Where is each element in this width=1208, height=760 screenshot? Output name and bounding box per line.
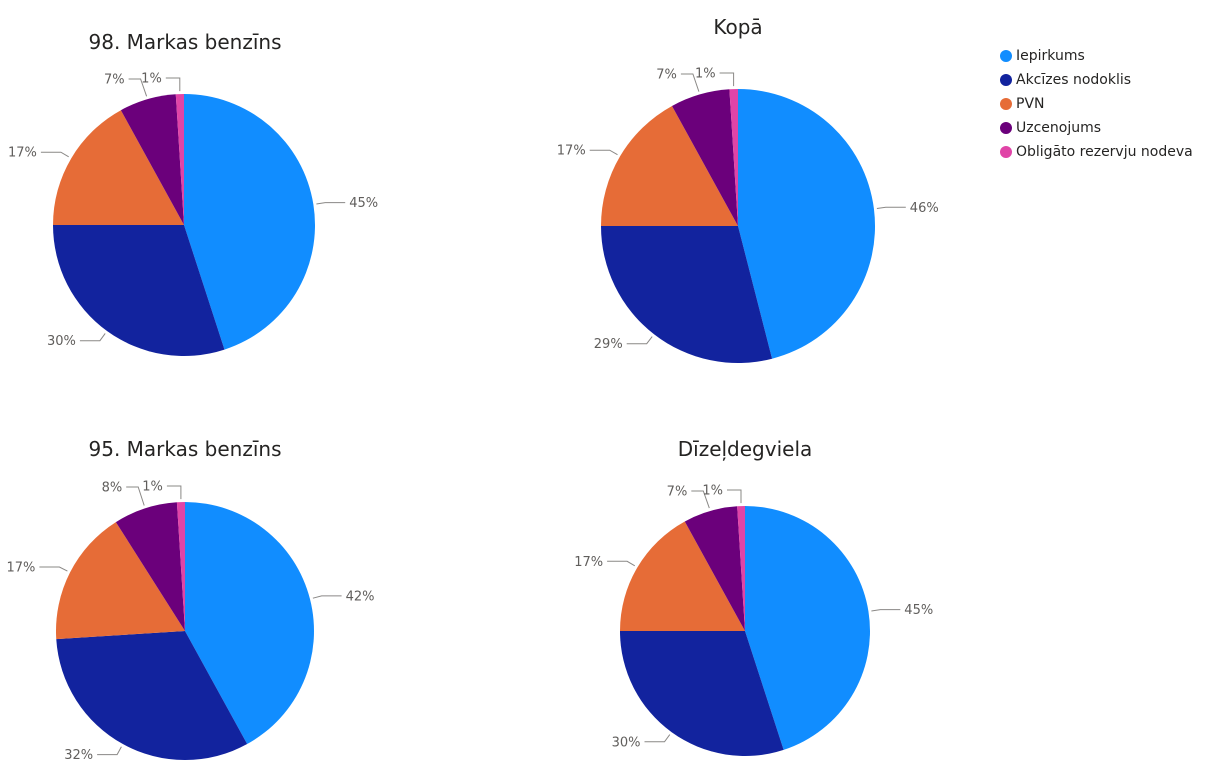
leader-line [719,72,735,87]
leader-line [166,485,182,500]
data-label-iepirkums: 42% [346,589,375,604]
leader-line [39,566,68,572]
leader-line [680,73,700,92]
legend-marker-obligato-rezervju-nodeva [1000,146,1012,158]
chart-title: 98. Markas benzīns [89,30,282,54]
data-label-iepirkums: 45% [349,196,378,211]
leader-line [626,336,653,345]
legend-label-akcizes-nodoklis: Akcīzes nodoklis [1016,72,1132,88]
legend-item-uzcenojums[interactable]: Uzcenojums [1000,116,1193,140]
pie-slice-pvn[interactable] [620,521,745,631]
leader-line [312,595,342,599]
legend-item-akcizes-nodoklis[interactable]: Akcīzes nodoklis [1000,68,1193,92]
pie-slice-iepirkums[interactable] [184,94,316,350]
pie-slice-pvn[interactable] [601,105,738,226]
leader-line [644,734,671,743]
legend-label-obligato-rezervju-nodeva: Obligāto rezervju nodeva [1016,144,1193,160]
leader-line [607,560,636,567]
data-label-obligato-rezervju-nodeva: 1% [702,484,723,499]
legend-label-pvn: PVN [1016,96,1045,112]
leader-line [128,78,148,97]
data-label-iepirkums: 46% [910,201,939,216]
pie-slice-obligato-rezervju-nodeva[interactable] [176,501,185,631]
data-label-akcizes-nodoklis: 30% [47,334,76,349]
leader-line [727,489,742,504]
legend-item-obligato-rezervju-nodeva[interactable]: Obligāto rezervju nodeva [1000,140,1193,164]
data-label-akcizes-nodoklis: 32% [64,748,93,760]
pie-chart-dizeldegviela: Dīzeļdegviela 45% 30% 17% 7% 1% [574,437,933,756]
pie-slice-uzcenojums[interactable] [672,89,738,227]
data-label-akcizes-nodoklis: 29% [594,337,623,352]
data-label-pvn: 17% [8,146,37,161]
leader-line [589,149,618,156]
pie-slice-iepirkums[interactable] [745,506,870,750]
chart-title: Kopā [713,15,762,39]
pie-slice-akcizes-nodoklis[interactable] [601,226,773,364]
legend-marker-pvn [1000,98,1012,110]
data-label-pvn: 17% [557,144,586,159]
pie-slice-uzcenojums[interactable] [684,506,745,631]
legend-marker-iepirkums [1000,50,1012,62]
legend: Iepirkums Akcīzes nodoklis PVN Uzcenojum… [1000,44,1193,164]
leader-line [97,746,122,756]
data-label-uzcenojums: 7% [656,68,677,83]
data-label-obligato-rezervju-nodeva: 1% [695,67,716,82]
legend-marker-uzcenojums [1000,122,1012,134]
leader-line [876,206,906,209]
leader-line [40,151,69,158]
legend-marker-akcizes-nodoklis [1000,74,1012,86]
pie-chart-95-markas-benzins: 95. Markas benzīns 42% 32% 17% 8% 1% [6,437,375,760]
data-label-iepirkums: 45% [904,603,933,618]
pie-slice-iepirkums[interactable] [185,502,314,745]
data-label-pvn: 17% [6,561,35,576]
data-label-obligato-rezervju-nodeva: 1% [142,480,163,495]
data-label-uzcenojums: 7% [667,485,688,500]
pie-slice-pvn[interactable] [53,110,184,225]
pie-chart-kopa: Kopā 46% 29% 17% 7% 1% [557,15,939,364]
pie-slice-akcizes-nodoklis[interactable] [56,631,248,760]
pie-slice-obligato-rezervju-nodeva[interactable] [729,89,738,226]
legend-label-iepirkums: Iepirkums [1016,48,1085,64]
pie-slice-uzcenojums[interactable] [115,502,185,631]
chart-title: Dīzeļdegviela [678,437,813,461]
data-label-uzcenojums: 8% [102,481,123,496]
pie-slice-obligato-rezervju-nodeva[interactable] [175,94,184,225]
pie-slice-akcizes-nodoklis[interactable] [53,225,225,357]
leader-line [691,490,710,509]
data-label-akcizes-nodoklis: 30% [612,735,641,750]
pie-slice-uzcenojums[interactable] [120,94,184,225]
legend-label-uzcenojums: Uzcenojums [1016,120,1102,136]
leader-line [871,609,901,612]
leader-line [126,486,145,506]
leader-line [79,333,106,342]
data-label-pvn: 17% [574,555,603,570]
pie-slice-iepirkums[interactable] [738,89,876,359]
pie-slice-akcizes-nodoklis[interactable] [620,631,784,756]
pie-slice-pvn[interactable] [55,522,185,640]
pie-slice-obligato-rezervju-nodeva[interactable] [737,506,745,631]
data-label-obligato-rezervju-nodeva: 1% [141,72,162,87]
leader-line [316,202,346,205]
pie-chart-98-markas-benzins: 98. Markas benzīns 45% 30% 17% 7% 1% [8,30,378,357]
data-label-uzcenojums: 7% [104,73,125,88]
leader-line [165,77,181,92]
legend-item-iepirkums[interactable]: Iepirkums [1000,44,1193,68]
chart-title: 95. Markas benzīns [89,437,282,461]
legend-item-pvn[interactable]: PVN [1000,92,1193,116]
